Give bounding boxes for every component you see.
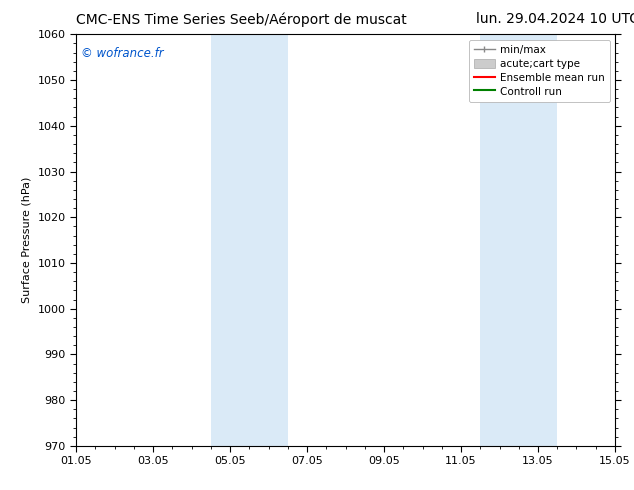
Text: lun. 29.04.2024 10 UTC: lun. 29.04.2024 10 UTC xyxy=(476,12,634,26)
Text: © wofrance.fr: © wofrance.fr xyxy=(81,47,164,60)
Y-axis label: Surface Pressure (hPa): Surface Pressure (hPa) xyxy=(22,177,32,303)
Legend: min/max, acute;cart type, Ensemble mean run, Controll run: min/max, acute;cart type, Ensemble mean … xyxy=(469,40,610,102)
Bar xyxy=(210,34,288,446)
Bar xyxy=(480,34,557,446)
Text: CMC-ENS Time Series Seeb/Aéroport de muscat: CMC-ENS Time Series Seeb/Aéroport de mus… xyxy=(75,12,406,27)
